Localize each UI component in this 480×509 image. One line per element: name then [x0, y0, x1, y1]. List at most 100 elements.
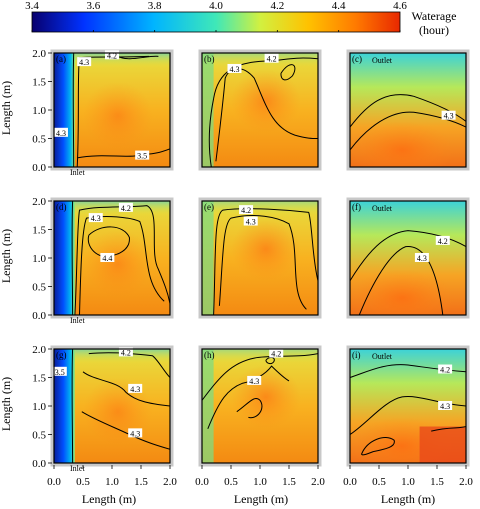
panel-label: (a)	[56, 54, 66, 64]
outlet-label: Outlet	[372, 352, 393, 361]
contour-line	[218, 215, 307, 310]
svg-text:4.3: 4.3	[444, 112, 454, 121]
x-axis-label-col1: Length (m)	[82, 492, 136, 506]
contour-line	[87, 226, 130, 257]
colorbar-title-line1: Waterage	[412, 9, 457, 23]
panel-h: 4.2 4.3 (h) 0.0 0.5 1.0 1.5 2.0	[195, 345, 325, 488]
x-tick-label: 1.5	[430, 476, 444, 488]
y-axis-label-row3: Length (m)	[0, 377, 13, 431]
panel-e: 4.2 4.3 (e)	[198, 197, 322, 319]
heatmap-field	[202, 53, 318, 167]
contour-line	[350, 111, 466, 151]
svg-text:4.2: 4.2	[121, 348, 131, 357]
contour-label: 4.2	[239, 205, 254, 215]
x-tick-label: 1.0	[253, 476, 267, 488]
contour-line	[213, 208, 318, 315]
x-tick-label: 0.0	[343, 476, 357, 488]
heatmap-field	[350, 201, 466, 315]
x-tick-label: 2.0	[311, 476, 325, 488]
panel-label: (h)	[204, 350, 215, 360]
svg-text:3.5: 3.5	[55, 368, 65, 377]
contour-label: 4.3	[88, 213, 103, 223]
panel-g: 3.5 4.2 4.3 4.3 (g) Inlet 0.0 0.5 1.0 1.5 2.0 0.0 0.…	[32, 344, 177, 488]
y-axis-label-row2: Length (m)	[0, 229, 13, 283]
svg-text:3.5: 3.5	[137, 152, 147, 161]
y-tick-label: 1.5	[32, 225, 46, 237]
y-tick-label: 1.0	[32, 253, 46, 265]
colorbar-tick-label: 3.8	[148, 0, 162, 12]
svg-text:4.2: 4.2	[241, 206, 251, 215]
y-tick-label: 0.5	[32, 430, 46, 442]
colorbar-tick-label: 4.4	[332, 0, 346, 12]
contour-line	[117, 55, 159, 60]
contour-label: 4.2	[118, 347, 133, 357]
contour-line	[71, 201, 74, 315]
x-tick-label: 1.5	[282, 476, 296, 488]
contour-line	[236, 398, 263, 419]
panel-label: (d)	[56, 202, 67, 212]
panel-label: (e)	[204, 202, 214, 212]
contour-line	[358, 246, 444, 315]
x-tick-label: 0.0	[195, 476, 209, 488]
x-tick-label: 2.0	[163, 476, 177, 488]
heatmap-field	[54, 349, 170, 463]
heatmap-field	[54, 53, 170, 167]
y-tick-label: 0.0	[32, 162, 46, 174]
x-tick-label: 1.5	[134, 476, 148, 488]
contour-label: 4.2	[105, 50, 119, 60]
y-axis-label-row1: Length (m)	[0, 81, 13, 135]
svg-text:4.3: 4.3	[130, 429, 140, 438]
contour-label: 3.5	[52, 366, 67, 377]
colorbar: 3.4 3.6 3.8 4.0 4.2 4.4 4.6 Waterage (hour)	[25, 0, 456, 37]
svg-text:4.2: 4.2	[267, 55, 277, 64]
svg-text:4.2: 4.2	[440, 366, 450, 375]
svg-text:4.3: 4.3	[246, 218, 256, 227]
contour-line	[215, 68, 318, 162]
heatmap-field	[202, 349, 318, 463]
outlet-label: Outlet	[372, 56, 393, 65]
svg-text:4.2: 4.2	[271, 350, 281, 359]
contour-line	[280, 64, 296, 81]
y-tick-label: 2.0	[32, 48, 46, 60]
x-tick-label: 0.5	[224, 476, 238, 488]
y-tick-label: 1.5	[32, 373, 46, 385]
contour-label: 4.3	[227, 63, 242, 74]
svg-text:4.3: 4.3	[79, 58, 89, 67]
contour-label: 4.3	[77, 57, 92, 67]
svg-text:4.4: 4.4	[102, 254, 112, 263]
panel-label: (g)	[56, 350, 67, 360]
x-tick-label: 2.0	[459, 476, 473, 488]
colorbar-tick-label: 4.2	[270, 0, 284, 12]
contour-label: 3.5	[135, 150, 150, 161]
contour-line	[79, 215, 165, 315]
x-tick-label: 1.0	[401, 476, 415, 488]
contour-label: 4.3	[414, 253, 429, 263]
x-tick-label: 0.5	[372, 476, 386, 488]
panel-b: 4.2 4.3 (b)	[198, 49, 322, 171]
contour-line	[71, 349, 74, 463]
contour-label: 4.2	[269, 348, 284, 359]
contour-label: 4.3	[438, 401, 453, 411]
contour-line	[431, 426, 466, 432]
contour-line	[202, 353, 318, 401]
contour-label: 4.3	[128, 428, 143, 438]
panel-f: 4.2 4.3 (f) Outlet	[346, 197, 470, 319]
contour-label: 4.3	[243, 216, 258, 227]
x-tick-label: 1.0	[105, 476, 119, 488]
svg-text:4.3: 4.3	[229, 65, 239, 74]
colorbar-gradient	[31, 11, 401, 33]
svg-text:4.2: 4.2	[438, 237, 448, 246]
contour-label: 4.3	[247, 375, 262, 386]
y-tick-label: 1.0	[32, 401, 46, 413]
svg-text:4.3: 4.3	[440, 402, 450, 411]
contour-label: 4.4	[100, 253, 115, 263]
svg-text:4.3: 4.3	[417, 254, 427, 263]
svg-text:4.3: 4.3	[130, 385, 140, 394]
x-tick-label: 0.5	[76, 476, 90, 488]
colorbar-tick-label: 3.4	[25, 0, 39, 12]
y-tick-label: 1.0	[32, 105, 46, 117]
contour-label: 4.2	[438, 364, 453, 375]
svg-text:4.2: 4.2	[107, 51, 117, 60]
y-tick-label: 2.0	[32, 344, 46, 356]
heatmap-field	[202, 201, 318, 315]
